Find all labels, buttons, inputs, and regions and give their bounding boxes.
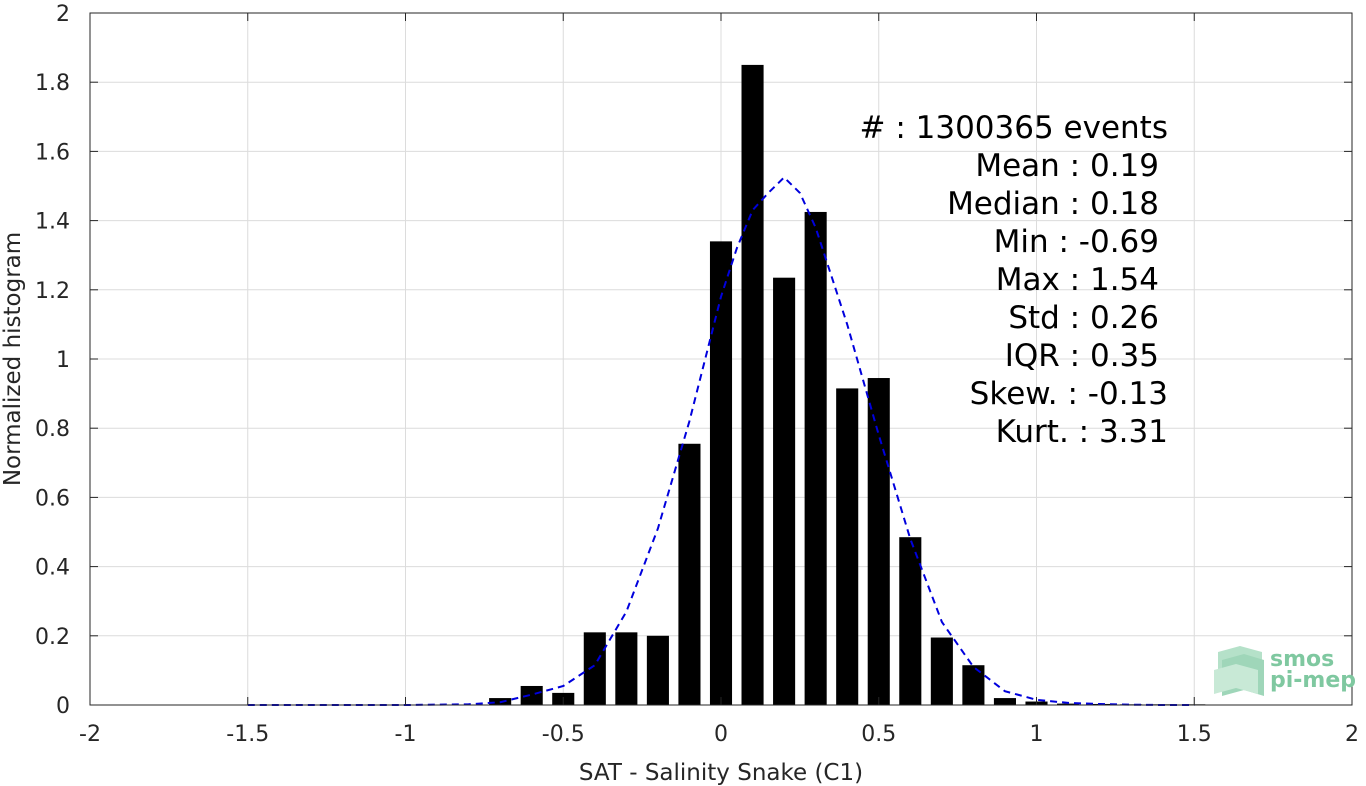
histogram-bars bbox=[489, 64, 1206, 706]
histogram-bar bbox=[741, 64, 764, 705]
y-tick-label: 0.6 bbox=[35, 486, 70, 511]
x-axis-label: SAT - Salinity Snake (C1) bbox=[579, 760, 863, 786]
logo-waves-icon bbox=[1214, 646, 1264, 696]
y-tick-label: 2 bbox=[56, 2, 70, 27]
stat-iqr: IQR : 0.35 bbox=[1005, 338, 1159, 374]
stat-kurt: Kurt. : 3.31 bbox=[996, 414, 1168, 450]
stat-max: Max : 1.54 bbox=[996, 262, 1159, 298]
x-tick-label: -2 bbox=[79, 722, 101, 747]
y-axis-label: Normalized histogram bbox=[0, 232, 26, 486]
histogram-bar bbox=[520, 685, 543, 705]
stat-median: Median : 0.18 bbox=[947, 186, 1159, 222]
histogram-bar bbox=[867, 378, 890, 705]
smos-pi-mep-logo: smos pi-mep bbox=[1214, 646, 1356, 696]
y-tick-label: 0.4 bbox=[35, 556, 70, 581]
statistics-annotation: # : 1300365 events Mean : 0.19 Median : … bbox=[860, 110, 1169, 450]
histogram-bar bbox=[709, 241, 733, 706]
x-tick-label: 1.5 bbox=[1177, 722, 1212, 747]
y-tick-label: 1.6 bbox=[35, 140, 70, 165]
y-tick-label: 0.8 bbox=[35, 417, 70, 442]
histogram-bar bbox=[930, 637, 953, 705]
x-tick-label: 0 bbox=[714, 722, 728, 747]
y-tick-label: 1 bbox=[56, 348, 70, 373]
y-tick-label: 1.8 bbox=[35, 71, 70, 96]
fit-curve bbox=[247, 175, 1195, 706]
x-tick-label: -1 bbox=[395, 722, 417, 747]
histogram-bar bbox=[646, 635, 669, 705]
y-axis-ticks: 0 0.2 0.4 0.6 0.8 1 1.2 1.4 1.6 1.8 2 bbox=[35, 2, 1352, 719]
x-axis-ticks: -2 -1.5 -1 -0.5 0 0.5 1 1.5 2 bbox=[79, 13, 1359, 747]
stat-std: Std : 0.26 bbox=[1008, 300, 1159, 336]
y-tick-label: 0.2 bbox=[35, 625, 70, 650]
histogram-bar bbox=[615, 632, 638, 705]
histogram-bar bbox=[1057, 703, 1080, 705]
stat-mean: Mean : 0.19 bbox=[975, 148, 1159, 184]
histogram-bar bbox=[583, 632, 606, 705]
y-tick-label: 1.2 bbox=[35, 279, 70, 304]
histogram-bar bbox=[678, 443, 701, 705]
y-tick-label: 0 bbox=[56, 694, 70, 719]
x-tick-label: 1 bbox=[1030, 722, 1044, 747]
logo-text-pi-mep: pi-mep bbox=[1270, 668, 1356, 693]
x-tick-label: -0.5 bbox=[542, 722, 585, 747]
histogram-bar bbox=[993, 698, 1016, 705]
histogram-bar bbox=[899, 537, 922, 705]
stat-skew: Skew. : -0.13 bbox=[970, 376, 1168, 412]
x-tick-label: 2 bbox=[1345, 722, 1359, 747]
stat-min: Min : -0.69 bbox=[994, 224, 1159, 260]
histogram-bar bbox=[836, 388, 859, 705]
x-tick-label: -1.5 bbox=[226, 722, 269, 747]
logo-text-smos: smos bbox=[1270, 647, 1334, 672]
histogram-bar bbox=[804, 211, 827, 705]
stat-events: # : 1300365 events bbox=[860, 110, 1169, 146]
histogram-bar bbox=[773, 277, 796, 705]
x-tick-label: 0.5 bbox=[861, 722, 896, 747]
y-tick-label: 1.4 bbox=[35, 210, 70, 235]
histogram-bar bbox=[962, 665, 985, 705]
